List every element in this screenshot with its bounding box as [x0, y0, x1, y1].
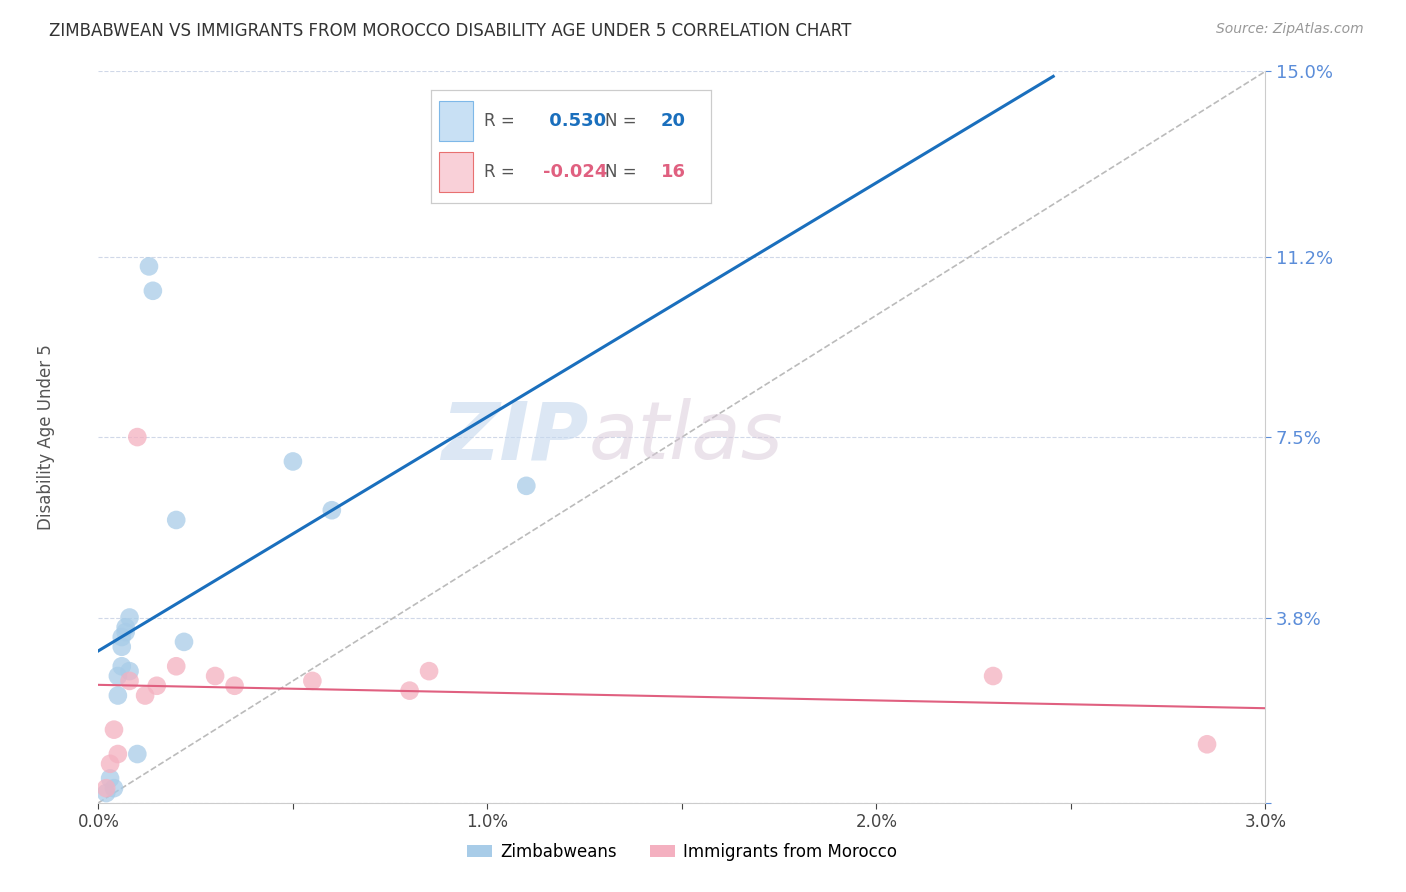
Point — [418, 664, 440, 678]
Point — [515, 479, 537, 493]
Point — [127, 430, 149, 444]
Text: Disability Age Under 5: Disability Age Under 5 — [37, 344, 55, 530]
Point — [114, 625, 136, 640]
Point — [98, 756, 121, 771]
Point — [107, 669, 129, 683]
Point — [301, 673, 323, 688]
Point — [138, 260, 160, 274]
Point — [118, 610, 141, 624]
Point — [127, 747, 149, 761]
Point — [107, 747, 129, 761]
Point — [281, 454, 304, 468]
Point — [111, 659, 134, 673]
Point — [146, 679, 169, 693]
Point — [96, 781, 118, 796]
Point — [111, 640, 134, 654]
Point — [98, 772, 121, 786]
Point — [103, 723, 125, 737]
Text: Source: ZipAtlas.com: Source: ZipAtlas.com — [1216, 22, 1364, 37]
Point — [321, 503, 343, 517]
Point — [165, 659, 187, 673]
Text: ZIMBABWEAN VS IMMIGRANTS FROM MOROCCO DISABILITY AGE UNDER 5 CORRELATION CHART: ZIMBABWEAN VS IMMIGRANTS FROM MOROCCO DI… — [49, 22, 852, 40]
Point — [114, 620, 136, 634]
Point — [111, 630, 134, 644]
Point — [224, 679, 246, 693]
Legend: Zimbabweans, Immigrants from Morocco: Zimbabweans, Immigrants from Morocco — [460, 837, 904, 868]
Text: atlas: atlas — [589, 398, 783, 476]
Point — [118, 673, 141, 688]
Point — [134, 689, 156, 703]
Point — [107, 689, 129, 703]
Text: ZIP: ZIP — [441, 398, 589, 476]
Point — [142, 284, 165, 298]
Point — [165, 513, 187, 527]
Point — [1197, 737, 1219, 751]
Point — [118, 664, 141, 678]
Point — [96, 786, 118, 800]
Point — [173, 635, 195, 649]
Point — [204, 669, 226, 683]
Point — [981, 669, 1004, 683]
Point — [398, 683, 420, 698]
Point — [103, 781, 125, 796]
